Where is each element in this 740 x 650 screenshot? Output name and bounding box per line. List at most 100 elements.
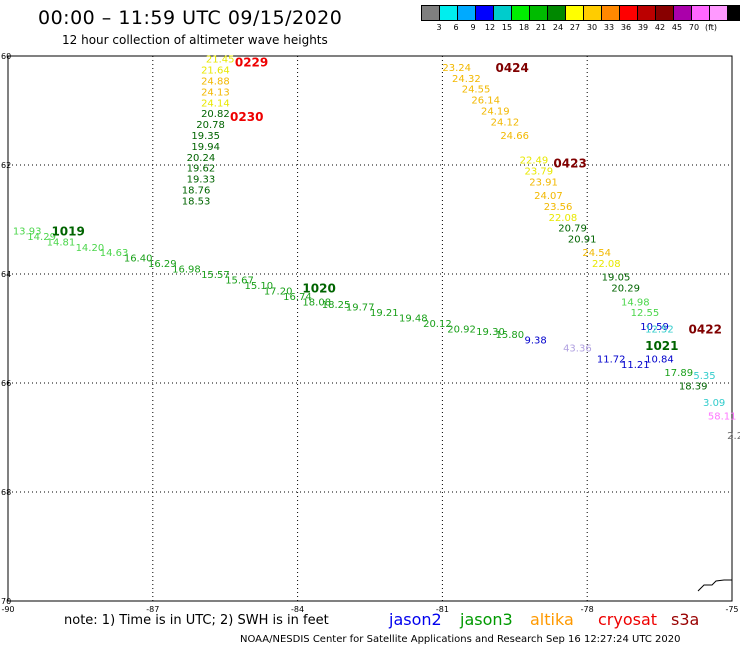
wave-height-value: 24.12 (491, 117, 520, 128)
latitude-label: 66 (1, 379, 11, 388)
wave-height-value: 19.05 (602, 273, 631, 284)
wave-height-value: 24.07 (534, 191, 563, 202)
pass-time-label: 1019 (51, 224, 84, 238)
wave-height-value: 14.29 (27, 232, 56, 243)
latitude-label: 60 (1, 52, 11, 61)
legend-label: 21 (535, 23, 547, 32)
wave-height-value: 20.78 (196, 120, 225, 131)
satellite-tracks: 21.4521.6424.8824.1324.1420.8220.7819.35… (13, 55, 740, 442)
coastline (697, 579, 732, 592)
wave-height-value: 19.33 (187, 175, 216, 186)
wave-height-value: 17.89 (664, 368, 693, 379)
pass-time-label: 1021 (645, 339, 678, 353)
wave-height-value: 5.35 (693, 371, 715, 382)
wave-height-value: 22.08 (549, 213, 578, 224)
cryosat-track-1: 21.4521.6424.8824.1324.1420.8220.7819.35… (182, 55, 235, 208)
wave-height-value: 20.12 (423, 319, 452, 330)
wave-height-value: 15.80 (495, 330, 524, 341)
legend-altika: altika (530, 610, 574, 629)
legend-swatches (421, 5, 740, 21)
wave-height-value: 10.59 (640, 322, 669, 333)
note-text: note: 1) Time is in UTC; 2) SWH is in fe… (64, 613, 329, 628)
longitude-label: -84 (291, 605, 304, 614)
wave-height-value: 24.19 (481, 107, 510, 118)
wave-height-value: 58.11 (708, 412, 737, 423)
longitude-label: -81 (436, 605, 449, 614)
legend-label: 30 (586, 23, 598, 32)
latitude-label: 70 (1, 597, 11, 606)
legend-label: 45 (671, 23, 683, 32)
wave-height-value: 9.38 (524, 335, 546, 346)
legend-s3a: s3a (671, 610, 700, 629)
wave-height-value: 19.94 (191, 142, 220, 153)
wave-height-value: 23.24 (442, 63, 471, 74)
legend-label: 24 (552, 23, 564, 32)
wave-height-value: 16.98 (172, 265, 201, 276)
legend-jason2: jason2 (389, 610, 442, 629)
wave-height-value: 2.2 (727, 431, 740, 442)
pass-time-label: 0230 (230, 110, 263, 124)
wave-height-value: 20.29 (611, 284, 640, 295)
legend-label: 6 (453, 23, 459, 32)
map-subtitle: 12 hour collection of altimeter wave hei… (62, 33, 328, 47)
pass-time-label: 0423 (553, 156, 586, 170)
longitude-label: -75 (725, 605, 738, 614)
wave-height-value: 12.52 (645, 325, 674, 336)
wave-height-value: 17.20 (264, 286, 293, 297)
wave-height-value: 24.13 (201, 87, 230, 98)
wave-height-value: 16.74 (283, 292, 312, 303)
wave-height-value: 22.08 (592, 259, 621, 270)
wave-height-value: 16.40 (124, 254, 153, 265)
wave-height-value: 20.24 (187, 153, 216, 164)
wave-height-value: 24.66 (500, 131, 529, 142)
wave-height-value: 20.82 (201, 109, 230, 120)
pass-time-label: 0229 (235, 55, 268, 69)
wave-height-value: 23.56 (544, 202, 573, 213)
axis-labels: 60 62 64 66 68 70-90 -87 -84 -81 -78 -75 (1, 52, 739, 614)
wave-height-value: 18.76 (182, 186, 211, 197)
wave-height-value: 18.08 (302, 297, 331, 308)
legend-label: (ft) (704, 23, 718, 32)
legend-label: 3 (436, 23, 442, 32)
map-title: 00:00 – 11:59 UTC 09/15/2020 (38, 7, 343, 29)
legend-label: 9 (470, 23, 476, 32)
wave-height-value: 10.84 (645, 354, 674, 365)
gridlines (7, 55, 733, 602)
legend-label: 33 (603, 23, 615, 32)
wave-height-value: 20.79 (558, 224, 587, 235)
map-frame (7, 55, 733, 602)
wave-height-value: 19.30 (476, 327, 505, 338)
wave-height-value: 24.32 (452, 74, 481, 85)
legend-label: 70 (688, 23, 700, 32)
wave-height-value: 18.39 (679, 382, 708, 393)
legend-label: 39 (637, 23, 649, 32)
wave-height-value: 24.54 (582, 248, 611, 259)
wave-height-value: 16.29 (148, 259, 177, 270)
legend-swatch (727, 5, 740, 21)
wave-height-value: 12.55 (631, 308, 660, 319)
wave-height-value: 15.57 (201, 270, 230, 281)
wave-height-value: 18.53 (182, 196, 211, 207)
wave-height-value: 18.25 (322, 300, 351, 311)
legend-label: 15 (501, 23, 513, 32)
wave-height-value: 19.48 (399, 314, 428, 325)
color-scale-legend: 3 6 9 12 15 18 21 24 27 30 33 36 39 42 45 70 (ft) (421, 5, 740, 35)
footer-credit: NOAA/NESDIS Center for Satellite Applica… (240, 634, 681, 645)
legend-label: 12 (484, 23, 496, 32)
wave-height-value: 23.91 (529, 177, 558, 188)
wave-height-value: 13.93 (13, 226, 42, 237)
pass-time-label: 1020 (302, 282, 335, 296)
legend-label: 36 (620, 23, 632, 32)
latitude-label: 64 (1, 270, 11, 279)
latitude-label: 68 (1, 488, 11, 497)
wave-height-value: 24.88 (201, 77, 230, 88)
wave-height-value: 23.79 (524, 166, 553, 177)
wave-height-value: 26.14 (471, 96, 500, 107)
wave-height-value: 21.45 (206, 55, 235, 66)
wave-height-value: 20.91 (568, 235, 597, 246)
wave-height-value: 15.10 (245, 281, 274, 292)
